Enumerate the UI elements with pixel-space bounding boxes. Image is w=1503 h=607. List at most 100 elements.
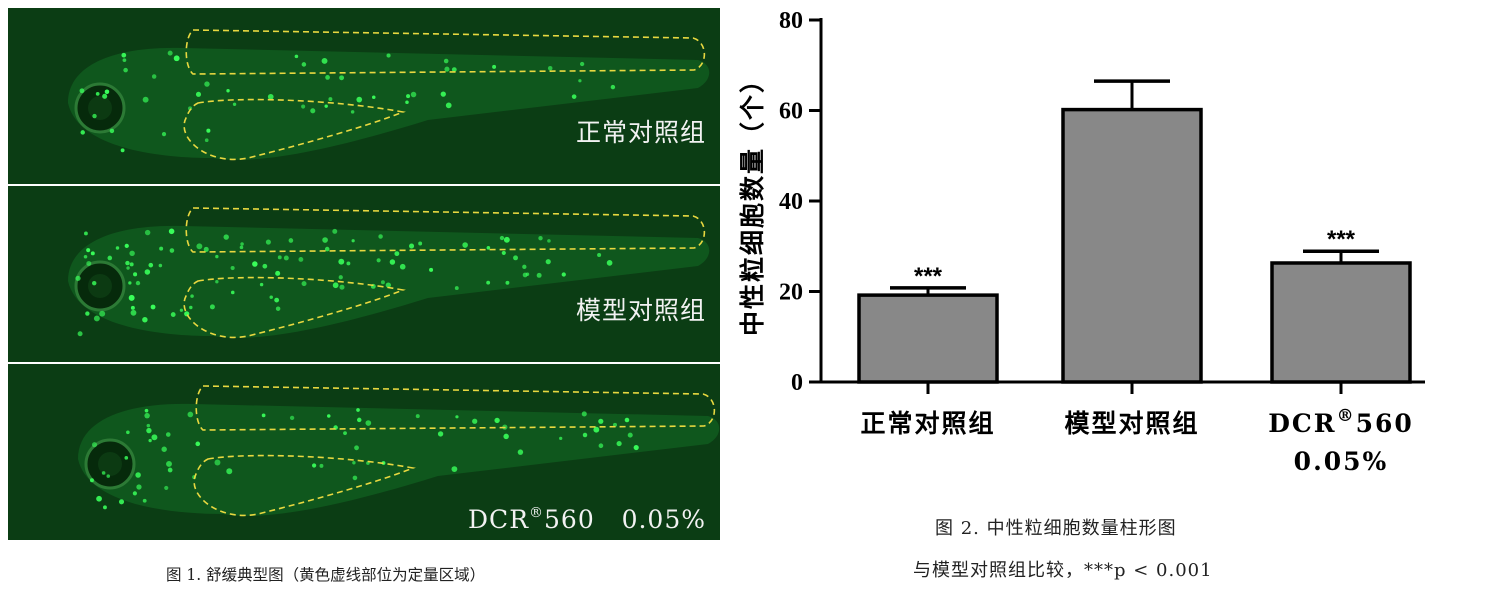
neutrophil-dot bbox=[79, 88, 85, 94]
neutrophil-dot bbox=[328, 97, 333, 102]
neutrophil-dot bbox=[499, 235, 505, 241]
neutrophil-dot bbox=[522, 272, 528, 278]
neutrophil-dot bbox=[226, 89, 230, 93]
neutrophil-dot bbox=[265, 239, 271, 245]
neutrophil-dot bbox=[109, 128, 115, 134]
neutrophil-dot bbox=[230, 265, 235, 271]
neutrophil-dot bbox=[89, 478, 94, 483]
neutrophil-dot bbox=[339, 75, 345, 81]
neutrophil-dot bbox=[505, 280, 510, 285]
zebrafish-body bbox=[68, 225, 710, 338]
significance-marker: *** bbox=[1327, 226, 1356, 253]
y-tick-label: 60 bbox=[779, 99, 803, 125]
neutrophil-dot bbox=[486, 246, 491, 250]
neutrophil-dot bbox=[232, 102, 237, 106]
neutrophil-dot bbox=[203, 246, 209, 252]
neutrophil-dot bbox=[209, 304, 215, 310]
neutrophil-dot bbox=[128, 281, 132, 285]
neutrophil-dot bbox=[142, 317, 148, 323]
neutrophil-dot bbox=[223, 234, 229, 240]
neutrophil-dot bbox=[144, 408, 149, 413]
y-axis: 0 20 40 60 80 bbox=[779, 8, 823, 396]
neutrophil-dot bbox=[455, 415, 459, 419]
neutrophil-dot bbox=[132, 491, 137, 496]
neutrophil-dot bbox=[561, 272, 566, 277]
micrograph-panel-model-control: 模型对照组 bbox=[8, 186, 720, 362]
neutrophil-dot bbox=[146, 423, 151, 428]
neutrophil-dot bbox=[443, 58, 449, 64]
neutrophil-dot bbox=[239, 245, 244, 250]
neutrophil-dot bbox=[144, 229, 151, 236]
neutrophil-dot bbox=[598, 418, 604, 424]
neutrophil-dot bbox=[164, 485, 169, 491]
zebrafish-pupil bbox=[88, 96, 112, 120]
y-axis-title: 中性粒细胞数量（个） bbox=[738, 66, 767, 336]
neutrophil-dot bbox=[122, 58, 127, 63]
y-tick-label: 40 bbox=[779, 189, 803, 215]
neutrophil-dot bbox=[454, 286, 459, 291]
neutrophil-dot bbox=[150, 304, 156, 310]
neutrophil-dot bbox=[547, 65, 553, 71]
panel-label-normal-control: 正常对照组 bbox=[575, 118, 706, 147]
neutrophil-dot bbox=[445, 102, 452, 109]
neutrophil-dot bbox=[579, 61, 585, 67]
neutrophil-dot bbox=[301, 62, 307, 67]
neutrophil-dot bbox=[301, 281, 307, 287]
neutrophil-dot bbox=[338, 258, 345, 265]
neutrophil-dot bbox=[130, 309, 137, 316]
neutrophil-dot bbox=[612, 422, 618, 427]
y-tick-label: 80 bbox=[779, 8, 803, 34]
neutrophil-dot bbox=[148, 262, 154, 268]
neutrophil-dot bbox=[142, 96, 149, 103]
neutrophil-dot bbox=[571, 94, 577, 99]
significance-marker: *** bbox=[914, 263, 943, 290]
neutrophil-dot bbox=[215, 280, 219, 284]
x-category-label: DCR®560 bbox=[1268, 406, 1414, 438]
micrograph-figure: 正常对照组 模型对照组 DCR®560 0.05% bbox=[8, 8, 720, 540]
neutrophil-dot bbox=[503, 433, 509, 440]
neutrophil-dot bbox=[170, 312, 176, 317]
neutrophil-dot bbox=[408, 243, 415, 249]
neutrophil-dot bbox=[267, 93, 274, 100]
micrograph-panel-dcr560: DCR®560 0.05% bbox=[8, 364, 720, 540]
neutrophil-dot bbox=[86, 261, 92, 266]
neutrophil-dot bbox=[350, 110, 355, 114]
zebrafish-image bbox=[68, 207, 710, 339]
neutrophil-dot bbox=[593, 426, 600, 433]
neutrophil-dot bbox=[195, 91, 202, 97]
neutrophil-dot bbox=[294, 54, 299, 59]
neutrophil-dot bbox=[378, 234, 383, 239]
neutrophil-dot bbox=[252, 261, 258, 267]
neutrophil-dot bbox=[165, 432, 171, 437]
neutrophil-dot bbox=[406, 94, 411, 99]
neutrophil-dot bbox=[129, 262, 134, 267]
neutrophil-dot bbox=[204, 81, 210, 87]
neutrophil-dot bbox=[146, 427, 152, 434]
neutrophil-dot bbox=[148, 438, 152, 443]
neutrophil-dot bbox=[322, 237, 328, 243]
neutrophil-dot bbox=[288, 238, 294, 243]
neutrophil-dot bbox=[274, 297, 280, 303]
neutrophil-dot bbox=[386, 53, 391, 58]
neutrophil-dot bbox=[321, 57, 328, 64]
neutrophil-dot bbox=[259, 282, 264, 287]
neutrophil-dot bbox=[102, 93, 108, 99]
neutrophil-dot bbox=[356, 408, 360, 412]
neutrophil-dot bbox=[159, 246, 164, 251]
neutrophil-dot bbox=[429, 267, 434, 272]
neutrophil-dot bbox=[99, 310, 106, 317]
neutrophil-dot bbox=[545, 259, 551, 265]
neutrophil-dot bbox=[606, 260, 613, 266]
quantification-region-tail bbox=[195, 385, 716, 431]
neutrophil-dot bbox=[451, 466, 458, 472]
neutrophil-dot bbox=[91, 442, 98, 448]
neutrophil-dot bbox=[365, 420, 372, 426]
micrograph-panel-normal-control: 正常对照组 bbox=[8, 8, 720, 184]
neutrophil-dot bbox=[124, 456, 129, 460]
neutrophil-dot bbox=[195, 441, 201, 447]
neutrophil-dot bbox=[517, 449, 524, 455]
neutrophil-dot bbox=[283, 255, 289, 261]
neutrophil-dot bbox=[118, 499, 125, 505]
neutrophil-dot bbox=[106, 474, 111, 478]
